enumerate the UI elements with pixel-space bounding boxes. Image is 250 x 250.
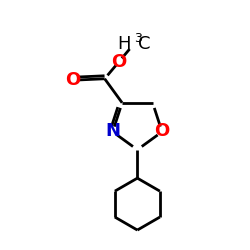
- Text: N: N: [105, 122, 120, 140]
- Text: O: O: [111, 53, 126, 71]
- Text: 3: 3: [134, 32, 141, 45]
- Text: O: O: [66, 71, 81, 89]
- Text: C: C: [138, 35, 150, 53]
- Text: H: H: [118, 35, 131, 53]
- Text: O: O: [154, 122, 170, 140]
